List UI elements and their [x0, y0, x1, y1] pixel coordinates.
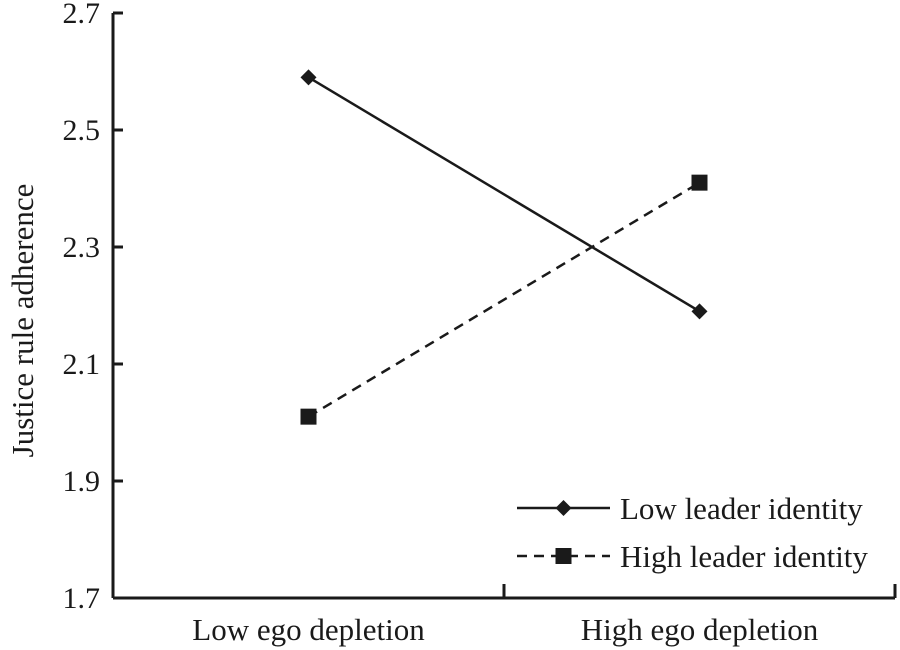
series-line-1: [307, 181, 701, 418]
series-1-marker-0: [300, 408, 317, 425]
y-tick-label: 1.9: [63, 465, 101, 498]
legend-label-1: High leader identity: [620, 539, 868, 574]
y-axis-title: Justice rule adherence: [5, 184, 40, 458]
y-tick-label: 2.5: [63, 114, 101, 147]
series-0-marker-0: [300, 69, 317, 86]
y-tick-label: 1.7: [63, 582, 101, 615]
series-1-marker-1: [691, 174, 708, 191]
series-line-0: [307, 76, 701, 313]
x-category-label: High ego depletion: [581, 612, 819, 647]
x-category-label: Low ego depletion: [192, 612, 425, 647]
series-0-marker-1: [691, 303, 708, 320]
y-tick-label: 2.7: [63, 0, 101, 30]
y-tick-label: 2.3: [63, 231, 101, 264]
legend-marker-square-icon: [555, 548, 572, 564]
y-tick-label: 2.1: [63, 348, 101, 381]
legend-marker-diamond-icon: [555, 500, 572, 516]
legend-label-0: Low leader identity: [620, 491, 863, 526]
